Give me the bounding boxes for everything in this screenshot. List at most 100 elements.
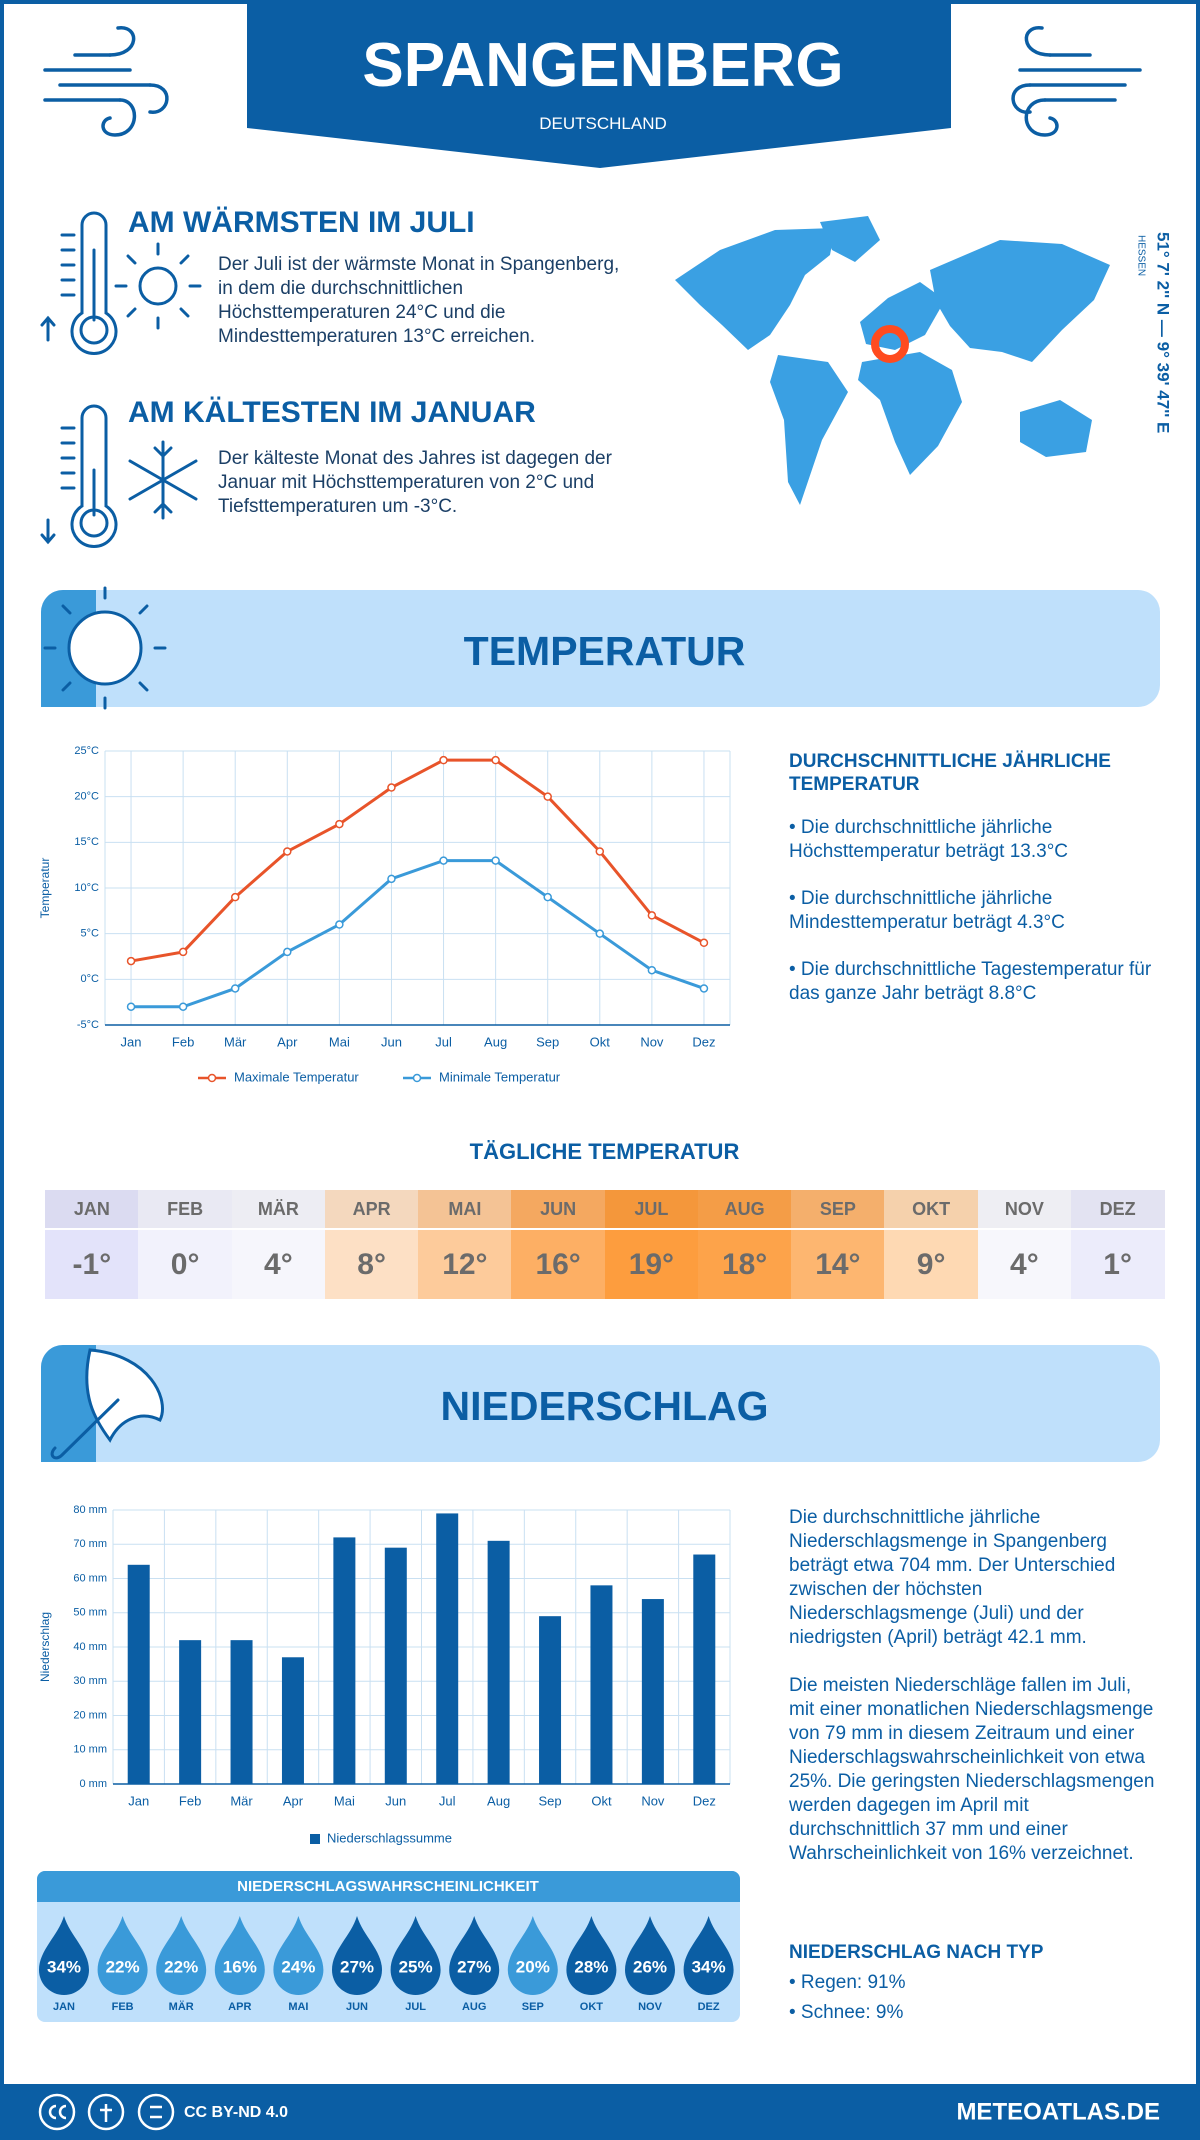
- drop: [332, 1916, 382, 1995]
- warmest-title: AM WÄRMSTEN IM JULI: [128, 206, 475, 239]
- table-value: -1°: [45, 1230, 139, 1299]
- bar: [693, 1554, 716, 1784]
- point: [335, 920, 344, 929]
- point: [439, 755, 448, 765]
- point: [178, 947, 188, 957]
- y-tick-label: 50 mm: [73, 1607, 107, 1619]
- table-month: NOV: [977, 1190, 1072, 1228]
- table-value: 12°: [418, 1230, 512, 1299]
- table-month: JUN: [511, 1190, 605, 1228]
- title: SPANGENBERG: [362, 31, 844, 100]
- point: [543, 792, 552, 801]
- y-axis-label: Temperatur: [38, 858, 52, 919]
- precipitation-type-item: • Schnee: 9%: [789, 2002, 904, 2023]
- legend-swatch: [310, 1834, 320, 1844]
- bar: [641, 1599, 664, 1784]
- coldest-text: Der kälteste Monat des Jahres ist dagege…: [218, 448, 612, 517]
- point: [699, 984, 709, 993]
- y-tick-label: 40 mm: [73, 1641, 107, 1653]
- daily-temperature-title: TÄGLICHE TEMPERATUR: [469, 1139, 740, 1164]
- y-tick-label: 30 mm: [73, 1675, 107, 1687]
- table-month: JUL: [604, 1190, 699, 1228]
- drop-month: JAN: [53, 2001, 75, 2013]
- drop: [97, 1916, 148, 1995]
- point: [491, 856, 500, 865]
- drop-month: OKT: [580, 2001, 604, 2013]
- point: [126, 1002, 136, 1011]
- point: [439, 856, 448, 865]
- table-month: MÄR: [231, 1190, 326, 1228]
- probability-box: [37, 1871, 740, 2022]
- x-tick-label: Apr: [277, 1034, 298, 1049]
- drop-month: NOV: [638, 2001, 663, 2013]
- temperature-summary-title: DURCHSCHNITTLICHE JÄHRLICHE TEMPERATUR: [789, 751, 1111, 795]
- drop: [273, 1916, 324, 1995]
- point: [647, 965, 657, 975]
- point: [543, 892, 552, 902]
- y-tick-label: -5°C: [77, 1019, 99, 1031]
- table-value: 0°: [138, 1230, 232, 1299]
- line: [131, 859, 705, 1009]
- point: [595, 929, 605, 938]
- license-icons: [38, 2093, 175, 2131]
- x-tick-label: Mai: [334, 1793, 355, 1808]
- drop-label: 34%: [47, 1957, 81, 1976]
- point: [699, 938, 709, 948]
- y-tick-label: 10 mm: [73, 1744, 107, 1756]
- drop-label: 20%: [516, 1957, 550, 1976]
- wind-icon: [1011, 26, 1142, 137]
- drop-month: AUG: [462, 2001, 486, 2013]
- x-tick-label: Nov: [641, 1793, 665, 1808]
- legend-label: Minimale Temperatur: [439, 1069, 561, 1084]
- x-tick-label: Jul: [435, 1034, 452, 1049]
- probability-title: NIEDERSCHLAGSWAHRSCHEINLICHKEIT: [237, 1878, 539, 1895]
- y-tick-label: 10°C: [74, 882, 99, 894]
- region: HESSEN: [1135, 235, 1146, 276]
- drop-label: 26%: [633, 1957, 667, 1976]
- y-tick-label: 0°C: [81, 973, 100, 985]
- drop-label: 27%: [457, 1957, 491, 1976]
- location-marker: [871, 325, 909, 363]
- x-tick-label: Mai: [329, 1034, 350, 1049]
- point: [230, 984, 240, 993]
- x-tick-label: Okt: [591, 1793, 612, 1808]
- drop: [625, 1916, 675, 1995]
- y-axis-label: Niederschlag: [38, 1612, 52, 1682]
- temperature-heading: TEMPERATUR: [463, 628, 746, 674]
- y-tick-label: 70 mm: [73, 1538, 107, 1550]
- temperature-summary-item: • Die durchschnittliche jährliche Höchst…: [789, 817, 1069, 862]
- precipitation-type-item: • Regen: 91%: [789, 1972, 906, 1993]
- bar: [539, 1616, 562, 1784]
- point: [595, 847, 605, 856]
- table-value: 4°: [231, 1230, 326, 1299]
- legend-swatch: [412, 1073, 422, 1083]
- temperature-summary-item: • Die durchschnittliche jährliche Mindes…: [789, 888, 1065, 933]
- point: [387, 783, 396, 792]
- x-tick-label: Aug: [487, 1793, 510, 1808]
- point: [178, 1002, 188, 1011]
- y-tick-label: 20 mm: [73, 1709, 107, 1721]
- warmest-text: Der Juli ist der wärmste Monat in Spange…: [218, 254, 620, 347]
- wind-icon: [43, 26, 169, 137]
- precipitation-banner: [41, 1345, 1160, 1462]
- table-month: AUG: [697, 1190, 792, 1228]
- y-tick-label: 5°C: [81, 928, 100, 940]
- bar: [127, 1564, 150, 1784]
- bar: [590, 1585, 613, 1784]
- x-tick-label: Jun: [385, 1793, 406, 1808]
- x-tick-label: Jul: [439, 1793, 456, 1808]
- drop-label: 28%: [574, 1957, 608, 1976]
- legend-label: Maximale Temperatur: [234, 1069, 359, 1084]
- table-month: JAN: [45, 1190, 139, 1228]
- x-tick-label: Jan: [121, 1034, 142, 1049]
- world-map: [675, 216, 1110, 505]
- table-month: DEZ: [1070, 1190, 1165, 1228]
- drop: [214, 1916, 265, 1995]
- drop-month: DEZ: [698, 2001, 720, 2013]
- line: [130, 758, 705, 963]
- footer-bar: [4, 2084, 1196, 2136]
- thermometer-cold-icon: [40, 404, 198, 548]
- x-tick-label: Feb: [179, 1793, 201, 1808]
- sun-icon: [43, 586, 167, 710]
- x-tick-label: Jun: [381, 1034, 402, 1049]
